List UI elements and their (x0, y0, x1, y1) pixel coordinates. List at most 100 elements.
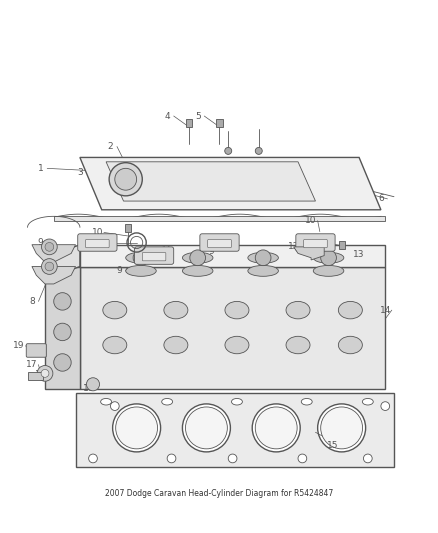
Text: 9: 9 (208, 247, 213, 256)
Ellipse shape (231, 399, 242, 405)
Circle shape (41, 369, 49, 377)
Circle shape (189, 250, 205, 265)
Circle shape (224, 148, 231, 155)
FancyBboxPatch shape (295, 234, 334, 251)
Text: 6: 6 (377, 195, 383, 204)
Circle shape (254, 148, 261, 155)
Circle shape (380, 402, 389, 410)
Text: 9: 9 (38, 238, 43, 247)
Text: 15: 15 (326, 441, 338, 450)
Text: 2: 2 (107, 142, 113, 151)
Polygon shape (45, 245, 80, 280)
FancyBboxPatch shape (78, 234, 117, 251)
Circle shape (45, 243, 53, 251)
Circle shape (86, 378, 99, 391)
Circle shape (254, 407, 297, 449)
FancyBboxPatch shape (134, 247, 173, 264)
Bar (185, 119, 191, 127)
Bar (216, 119, 222, 127)
Polygon shape (293, 247, 323, 260)
Circle shape (116, 407, 157, 449)
Circle shape (185, 407, 227, 449)
Ellipse shape (102, 336, 127, 354)
Text: 16: 16 (83, 384, 94, 393)
Circle shape (109, 163, 142, 196)
FancyBboxPatch shape (199, 234, 239, 251)
Circle shape (133, 250, 148, 265)
Ellipse shape (286, 336, 309, 354)
Ellipse shape (163, 336, 187, 354)
Ellipse shape (125, 265, 156, 276)
Text: 7: 7 (94, 238, 100, 247)
Circle shape (363, 454, 371, 463)
Circle shape (317, 404, 365, 452)
Circle shape (228, 454, 237, 463)
Circle shape (115, 168, 136, 190)
Polygon shape (106, 162, 315, 201)
Text: 12: 12 (287, 243, 299, 252)
Ellipse shape (338, 301, 361, 319)
Ellipse shape (361, 399, 372, 405)
Text: 9: 9 (338, 243, 344, 252)
Ellipse shape (300, 399, 311, 405)
FancyBboxPatch shape (26, 344, 46, 357)
Circle shape (254, 250, 270, 265)
Bar (124, 224, 131, 232)
Ellipse shape (247, 265, 278, 276)
Ellipse shape (163, 301, 187, 319)
Ellipse shape (53, 323, 71, 341)
Text: 11: 11 (161, 245, 173, 254)
Polygon shape (75, 393, 393, 467)
Circle shape (88, 454, 97, 463)
Text: 9: 9 (116, 266, 122, 276)
Text: 17: 17 (26, 360, 38, 369)
Polygon shape (45, 266, 80, 389)
Ellipse shape (53, 354, 71, 371)
Ellipse shape (247, 252, 278, 263)
Ellipse shape (313, 265, 343, 276)
Bar (338, 241, 344, 249)
Circle shape (320, 250, 336, 265)
Text: 10: 10 (92, 228, 103, 237)
Ellipse shape (100, 399, 111, 405)
Text: 14: 14 (379, 305, 390, 314)
FancyBboxPatch shape (207, 239, 231, 248)
Circle shape (252, 404, 300, 452)
Ellipse shape (125, 252, 156, 263)
Circle shape (113, 404, 160, 452)
Circle shape (42, 239, 57, 255)
Ellipse shape (224, 301, 248, 319)
Text: 19: 19 (13, 342, 25, 350)
Polygon shape (32, 245, 75, 262)
Polygon shape (80, 245, 385, 266)
Polygon shape (32, 266, 75, 284)
Circle shape (182, 404, 230, 452)
Polygon shape (80, 266, 385, 389)
Polygon shape (80, 157, 380, 210)
Ellipse shape (224, 336, 248, 354)
Ellipse shape (338, 336, 361, 354)
Ellipse shape (161, 399, 172, 405)
Circle shape (320, 407, 362, 449)
Ellipse shape (182, 265, 212, 276)
Ellipse shape (102, 301, 127, 319)
Text: 8: 8 (29, 297, 35, 306)
Circle shape (297, 454, 306, 463)
FancyBboxPatch shape (303, 239, 326, 248)
Ellipse shape (182, 252, 212, 263)
Ellipse shape (313, 252, 343, 263)
Text: 10: 10 (305, 216, 316, 225)
Text: 3: 3 (77, 168, 83, 177)
Text: 13: 13 (353, 250, 364, 259)
Circle shape (37, 366, 53, 381)
Circle shape (45, 262, 53, 271)
Text: 4: 4 (164, 111, 170, 120)
Text: 18: 18 (35, 370, 46, 379)
Text: 5: 5 (194, 111, 200, 120)
FancyBboxPatch shape (85, 239, 109, 248)
Text: 2007 Dodge Caravan Head-Cylinder Diagram for R5424847: 2007 Dodge Caravan Head-Cylinder Diagram… (105, 489, 333, 498)
Circle shape (167, 454, 176, 463)
FancyBboxPatch shape (142, 253, 166, 261)
Ellipse shape (286, 301, 309, 319)
Circle shape (42, 259, 57, 274)
